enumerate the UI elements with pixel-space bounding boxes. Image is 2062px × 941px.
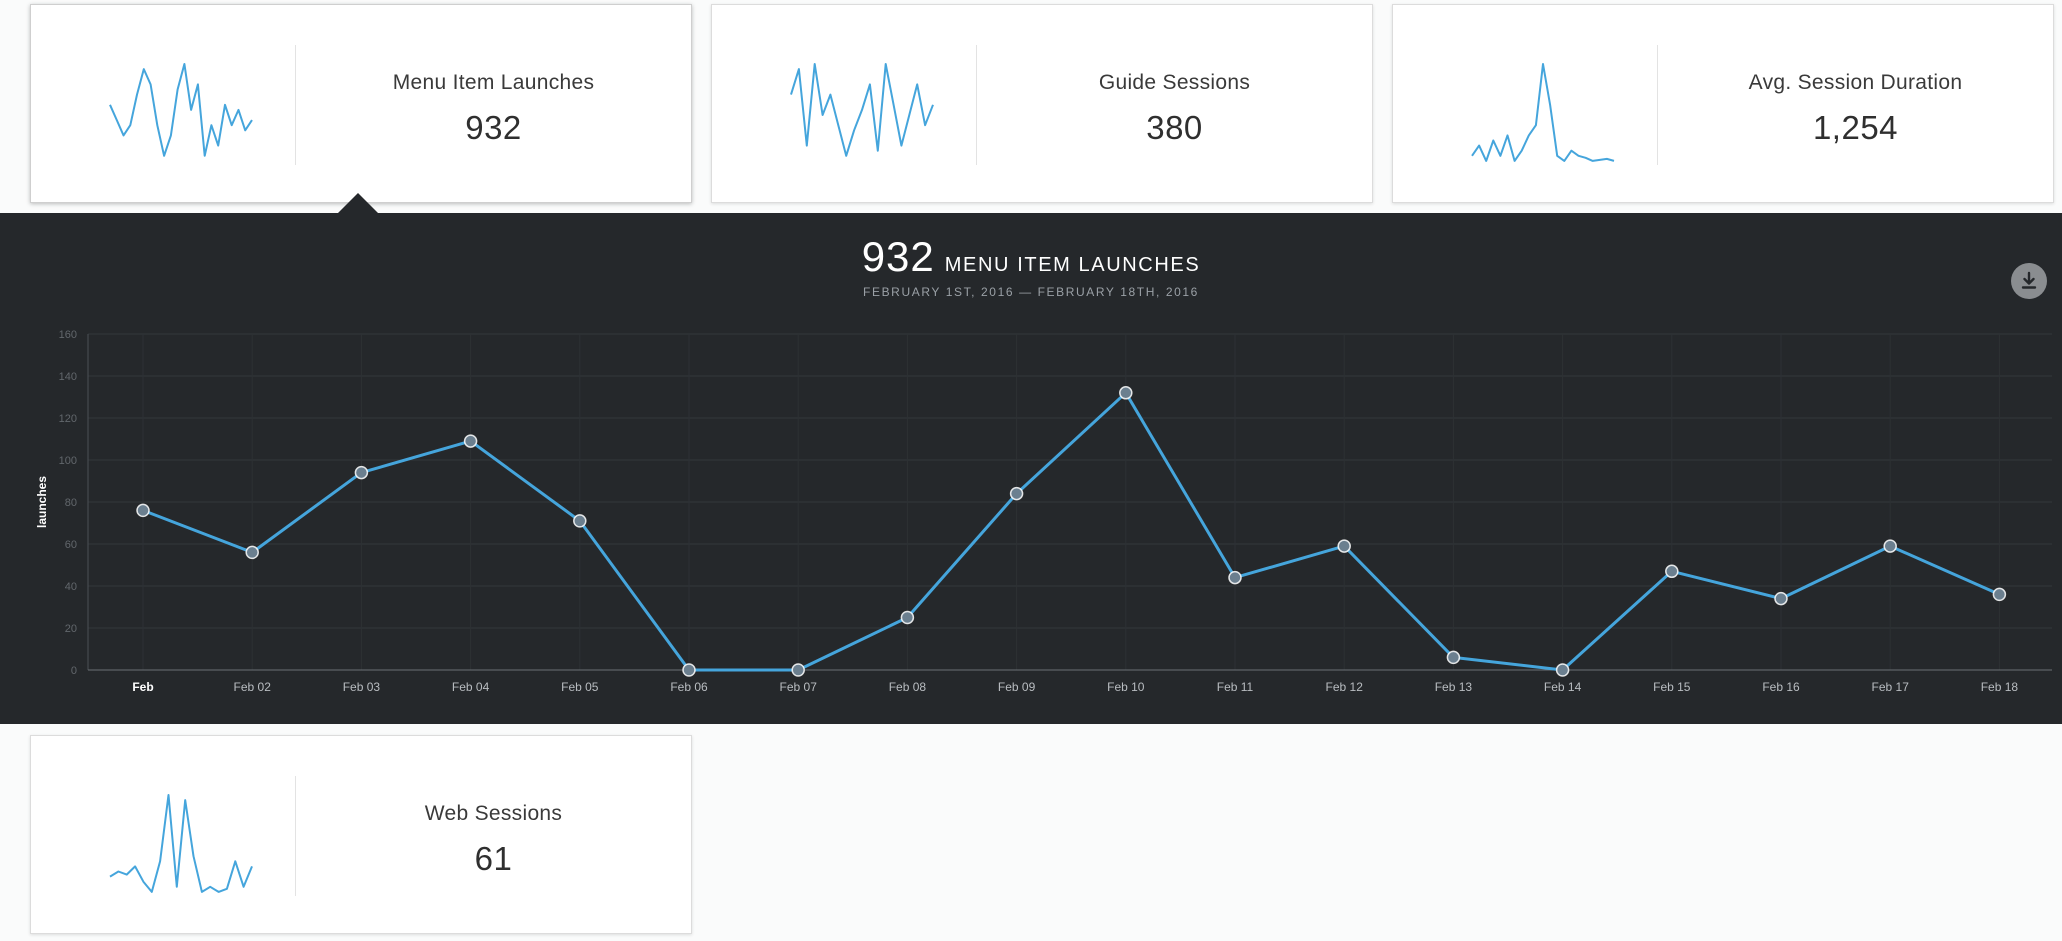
card-guide-sessions[interactable]: Guide Sessions 380: [711, 4, 1373, 203]
y-tick-label: 140: [59, 371, 77, 383]
chart-panel: 932 MENU ITEM LAUNCHES FEBRUARY 1ST, 2016…: [0, 213, 2062, 724]
card-label: Menu Item Launches: [392, 71, 595, 94]
y-tick-label: 40: [65, 581, 77, 593]
data-point: [1992, 587, 2007, 602]
data-point: [1665, 564, 1679, 579]
data-point: [245, 545, 259, 560]
card-divider: [295, 45, 296, 165]
data-point: [1555, 663, 1570, 677]
download-button[interactable]: [2011, 263, 2047, 299]
download-icon: [2021, 271, 2037, 289]
data-point: [1119, 386, 1133, 400]
y-tick-label: 160: [59, 329, 77, 341]
x-tick-label: Feb: [132, 680, 153, 694]
sparkline-web-sessions: [109, 794, 253, 893]
card-label: Guide Sessions: [1098, 71, 1251, 94]
y-tick-label: 60: [65, 539, 77, 551]
card-divider: [976, 45, 977, 165]
x-tick-label: Feb 17: [1872, 680, 1910, 694]
data-point: [791, 663, 805, 677]
card-divider: [1657, 45, 1658, 165]
x-tick-label: Feb 04: [452, 680, 490, 694]
panel-big-value: 932: [861, 233, 935, 280]
y-tick-label: 100: [59, 455, 77, 467]
active-card-pointer: [337, 193, 379, 214]
x-tick-label: Feb 09: [998, 680, 1036, 694]
sparkline-path: [790, 63, 934, 157]
sparkline-menu-item-launches: [109, 63, 253, 157]
sparkline-path: [109, 63, 253, 157]
sparkline-avg-session-duration: [1471, 63, 1615, 162]
x-tick-label: Feb 06: [670, 680, 708, 694]
x-tick-label: Feb 05: [561, 680, 599, 694]
data-point: [1446, 650, 1461, 665]
card-value: 380: [1146, 109, 1203, 146]
sparkline-path: [109, 794, 253, 893]
y-axis-label: launches: [35, 476, 49, 528]
panel-title-text: MENU ITEM LAUNCHES: [944, 254, 1201, 276]
sparkline-path: [1471, 63, 1615, 162]
data-point: [1337, 539, 1351, 553]
y-tick-label: 0: [71, 665, 77, 677]
x-tick-label: Feb 02: [234, 680, 272, 694]
x-tick-label: Feb 15: [1653, 680, 1691, 694]
x-tick-label: Feb 12: [1326, 680, 1364, 694]
card-value: 61: [474, 840, 513, 877]
x-tick-label: Feb 14: [1544, 680, 1582, 694]
x-tick-label: Feb 08: [889, 680, 927, 694]
data-point: [1774, 591, 1788, 606]
x-tick-label: Feb 18: [1981, 680, 2019, 694]
y-tick-label: 20: [65, 623, 77, 635]
data-point: [682, 663, 696, 677]
y-tick-label: 120: [59, 413, 77, 425]
line-chart: 0 20 40 60 80 100 120 140 160 Feb Feb 02 Feb 03 Feb …: [35, 329, 2052, 694]
series-line-launches: [142, 391, 2001, 672]
card-value: 932: [465, 109, 522, 146]
card-label: Avg. Session Duration: [1748, 71, 1963, 94]
data-point: [463, 434, 478, 448]
x-tick-label: Feb 13: [1435, 680, 1473, 694]
data-point: [136, 503, 150, 518]
card-avg-session-duration[interactable]: Avg. Session Duration 1,254: [1392, 4, 2054, 203]
card-menu-item-launches[interactable]: Menu Item Launches 932: [30, 4, 692, 203]
data-point: [1883, 539, 1897, 553]
card-label: Web Sessions: [424, 802, 563, 825]
data-point: [1228, 570, 1242, 585]
data-point: [573, 514, 587, 528]
y-tick-label: 80: [65, 497, 77, 509]
x-tick-label: Feb 16: [1762, 680, 1800, 694]
x-tick-label: Feb 07: [780, 680, 818, 694]
data-point: [1009, 486, 1024, 501]
card-web-sessions[interactable]: Web Sessions 61: [30, 735, 692, 934]
data-point: [900, 610, 915, 625]
card-divider: [295, 776, 296, 896]
x-tick-label: Feb 11: [1217, 680, 1254, 694]
panel-title: 932 MENU ITEM LAUNCHES: [0, 233, 2062, 281]
sparkline-guide-sessions: [790, 63, 934, 157]
data-point: [354, 465, 369, 480]
card-value: 1,254: [1812, 109, 1899, 146]
panel-date-range: FEBRUARY 1ST, 2016 — FEBRUARY 18TH, 2016: [863, 285, 1199, 299]
x-tick-label: Feb 03: [343, 680, 381, 694]
x-tick-label: Feb 10: [1107, 680, 1145, 694]
